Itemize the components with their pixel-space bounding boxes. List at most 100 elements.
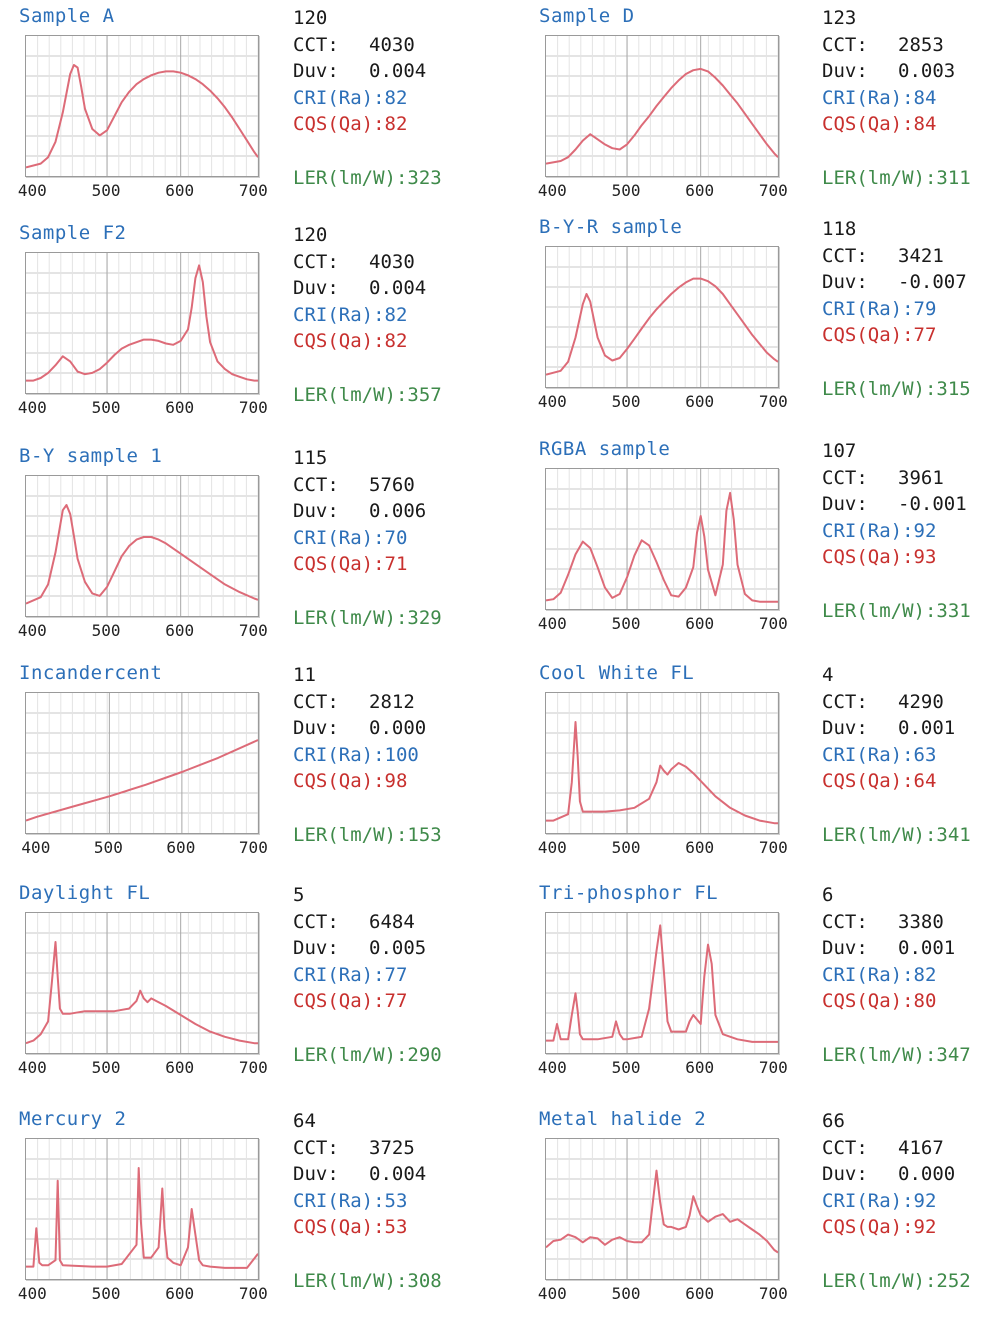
metrics-block: 6 CCT: 3380 Duv: 0.001 CRI(Ra):82 CQS(Qa):80 LE… xyxy=(822,882,982,1068)
x-tick-label: 400 xyxy=(537,1284,567,1303)
cri-row: CRI(Ra):70 xyxy=(293,525,453,552)
x-tick-label: 600 xyxy=(165,621,195,640)
x-tick-label: 400 xyxy=(21,838,51,857)
duv-value: 0.006 xyxy=(369,500,427,523)
duv-value: 0.000 xyxy=(898,1163,956,1186)
ler-value: 347 xyxy=(936,1043,971,1066)
spectrum-line xyxy=(546,924,778,1043)
x-tick-label: 600 xyxy=(165,398,195,417)
cri-row: CRI(Ra):82 xyxy=(822,962,982,989)
spectrum-plot-svg xyxy=(26,36,258,176)
cqs-label: CQS(Qa): xyxy=(822,113,914,136)
x-tick-label: 400 xyxy=(17,398,47,417)
duv-label: Duv: xyxy=(293,60,339,83)
x-tick-label: 500 xyxy=(93,838,123,857)
cri-label: CRI(Ra): xyxy=(293,963,385,986)
cct-row: CCT: 5760 xyxy=(293,472,453,499)
x-tick-label: 600 xyxy=(685,838,715,857)
x-tick-label: 400 xyxy=(537,614,567,633)
cqs-row: CQS(Qa):71 xyxy=(293,551,453,578)
cri-row: CRI(Ra):53 xyxy=(293,1188,453,1215)
cct-row: CCT: 4030 xyxy=(293,249,453,276)
ler-label: LER(lm/W): xyxy=(293,1043,408,1066)
cqs-label: CQS(Qa): xyxy=(293,990,385,1013)
chart-title: Metal halide 2 xyxy=(539,1108,707,1130)
spectrum-plot-svg xyxy=(546,247,778,387)
cqs-value: 98 xyxy=(384,770,408,793)
cqs-value: 82 xyxy=(384,330,408,353)
cqs-label: CQS(Qa): xyxy=(293,770,385,793)
cri-value: 92 xyxy=(913,1189,937,1212)
x-tick-label: 700 xyxy=(238,838,268,857)
spectrum-plot-area xyxy=(545,912,779,1054)
spectrum-plot-area xyxy=(25,692,259,834)
spectrum-plot-svg xyxy=(546,693,778,833)
metrics-block: 5 CCT: 6484 Duv: 0.005 CRI(Ra):77 CQS(Qa):77 LE… xyxy=(293,882,453,1068)
sample-count: 66 xyxy=(822,1110,845,1132)
cct-value: 3380 xyxy=(898,910,944,933)
cqs-label: CQS(Qa): xyxy=(293,330,385,353)
x-tick-label: 700 xyxy=(758,392,788,411)
x-tick-label: 400 xyxy=(17,621,47,640)
ler-row: LER(lm/W):323 xyxy=(293,165,453,192)
cqs-label: CQS(Qa): xyxy=(293,553,385,576)
cqs-value: 77 xyxy=(384,990,408,1013)
metrics-block: 4 CCT: 4290 Duv: 0.001 CRI(Ra):63 CQS(Qa):64 LE… xyxy=(822,662,982,848)
x-tick-label: 500 xyxy=(611,614,641,633)
sample-count: 120 xyxy=(293,224,328,246)
cct-value: 4290 xyxy=(898,690,944,713)
spectrum-plot-svg xyxy=(546,36,778,176)
chart-title: Daylight FL xyxy=(19,882,151,904)
spectrum-plot-area xyxy=(25,475,259,617)
ler-value: 315 xyxy=(936,377,971,400)
cct-label: CCT: xyxy=(822,244,868,267)
x-tick-label: 700 xyxy=(238,181,268,200)
duv-label: Duv: xyxy=(822,937,868,960)
chart-title: B-Y-R sample xyxy=(539,216,683,238)
sample-count: 123 xyxy=(822,7,857,29)
ler-label: LER(lm/W): xyxy=(822,166,937,189)
x-tick-label: 700 xyxy=(238,621,268,640)
cqs-value: 84 xyxy=(913,113,937,136)
cqs-row: CQS(Qa):92 xyxy=(822,1214,982,1241)
cct-value: 4030 xyxy=(369,33,415,56)
x-tick-label: 400 xyxy=(537,1058,567,1077)
sample-count: 6 xyxy=(822,884,834,906)
cqs-label: CQS(Qa): xyxy=(822,770,914,793)
cri-row: CRI(Ra):84 xyxy=(822,85,982,112)
duv-label: Duv: xyxy=(822,1163,868,1186)
metrics-block: 64 CCT: 3725 Duv: 0.004 CRI(Ra):53 CQS(Qa):53 L… xyxy=(293,1108,453,1294)
ler-label: LER(lm/W): xyxy=(293,823,408,846)
cqs-value: 77 xyxy=(913,324,937,347)
spectrum-plot-area xyxy=(545,692,779,834)
cct-value: 6484 xyxy=(369,910,415,933)
duv-row: Duv: 0.000 xyxy=(293,715,453,742)
cqs-value: 92 xyxy=(913,1216,937,1239)
spectrum-plot-area xyxy=(545,35,779,177)
cri-value: 53 xyxy=(384,1189,408,1212)
chart-title: Cool White FL xyxy=(539,662,695,684)
spectrum-plot-svg xyxy=(26,476,258,616)
cct-label: CCT: xyxy=(822,910,868,933)
duv-row: Duv: -0.001 xyxy=(822,491,982,518)
chart-title: Mercury 2 xyxy=(19,1108,127,1130)
spectrum-plot-svg xyxy=(26,253,258,393)
duv-value: 0.004 xyxy=(369,1163,427,1186)
duv-row: Duv: 0.001 xyxy=(822,935,982,962)
spectrum-plot-svg xyxy=(546,913,778,1053)
ler-row: LER(lm/W):341 xyxy=(822,822,982,849)
ler-row: LER(lm/W):252 xyxy=(822,1268,982,1295)
x-tick-label: 700 xyxy=(238,1058,268,1077)
sample-count: 4 xyxy=(822,664,834,686)
cqs-label: CQS(Qa): xyxy=(822,324,914,347)
metrics-block: 66 CCT: 4167 Duv: 0.000 CRI(Ra):92 CQS(Qa):92 L… xyxy=(822,1108,982,1294)
ler-label: LER(lm/W): xyxy=(293,606,408,629)
cri-value: 79 xyxy=(913,297,937,320)
chart-title: Sample F2 xyxy=(19,222,127,244)
duv-value: 0.004 xyxy=(369,60,427,83)
cqs-row: CQS(Qa):64 xyxy=(822,768,982,795)
duv-label: Duv: xyxy=(822,493,868,516)
cri-value: 82 xyxy=(384,86,408,109)
x-tick-label: 600 xyxy=(685,1284,715,1303)
